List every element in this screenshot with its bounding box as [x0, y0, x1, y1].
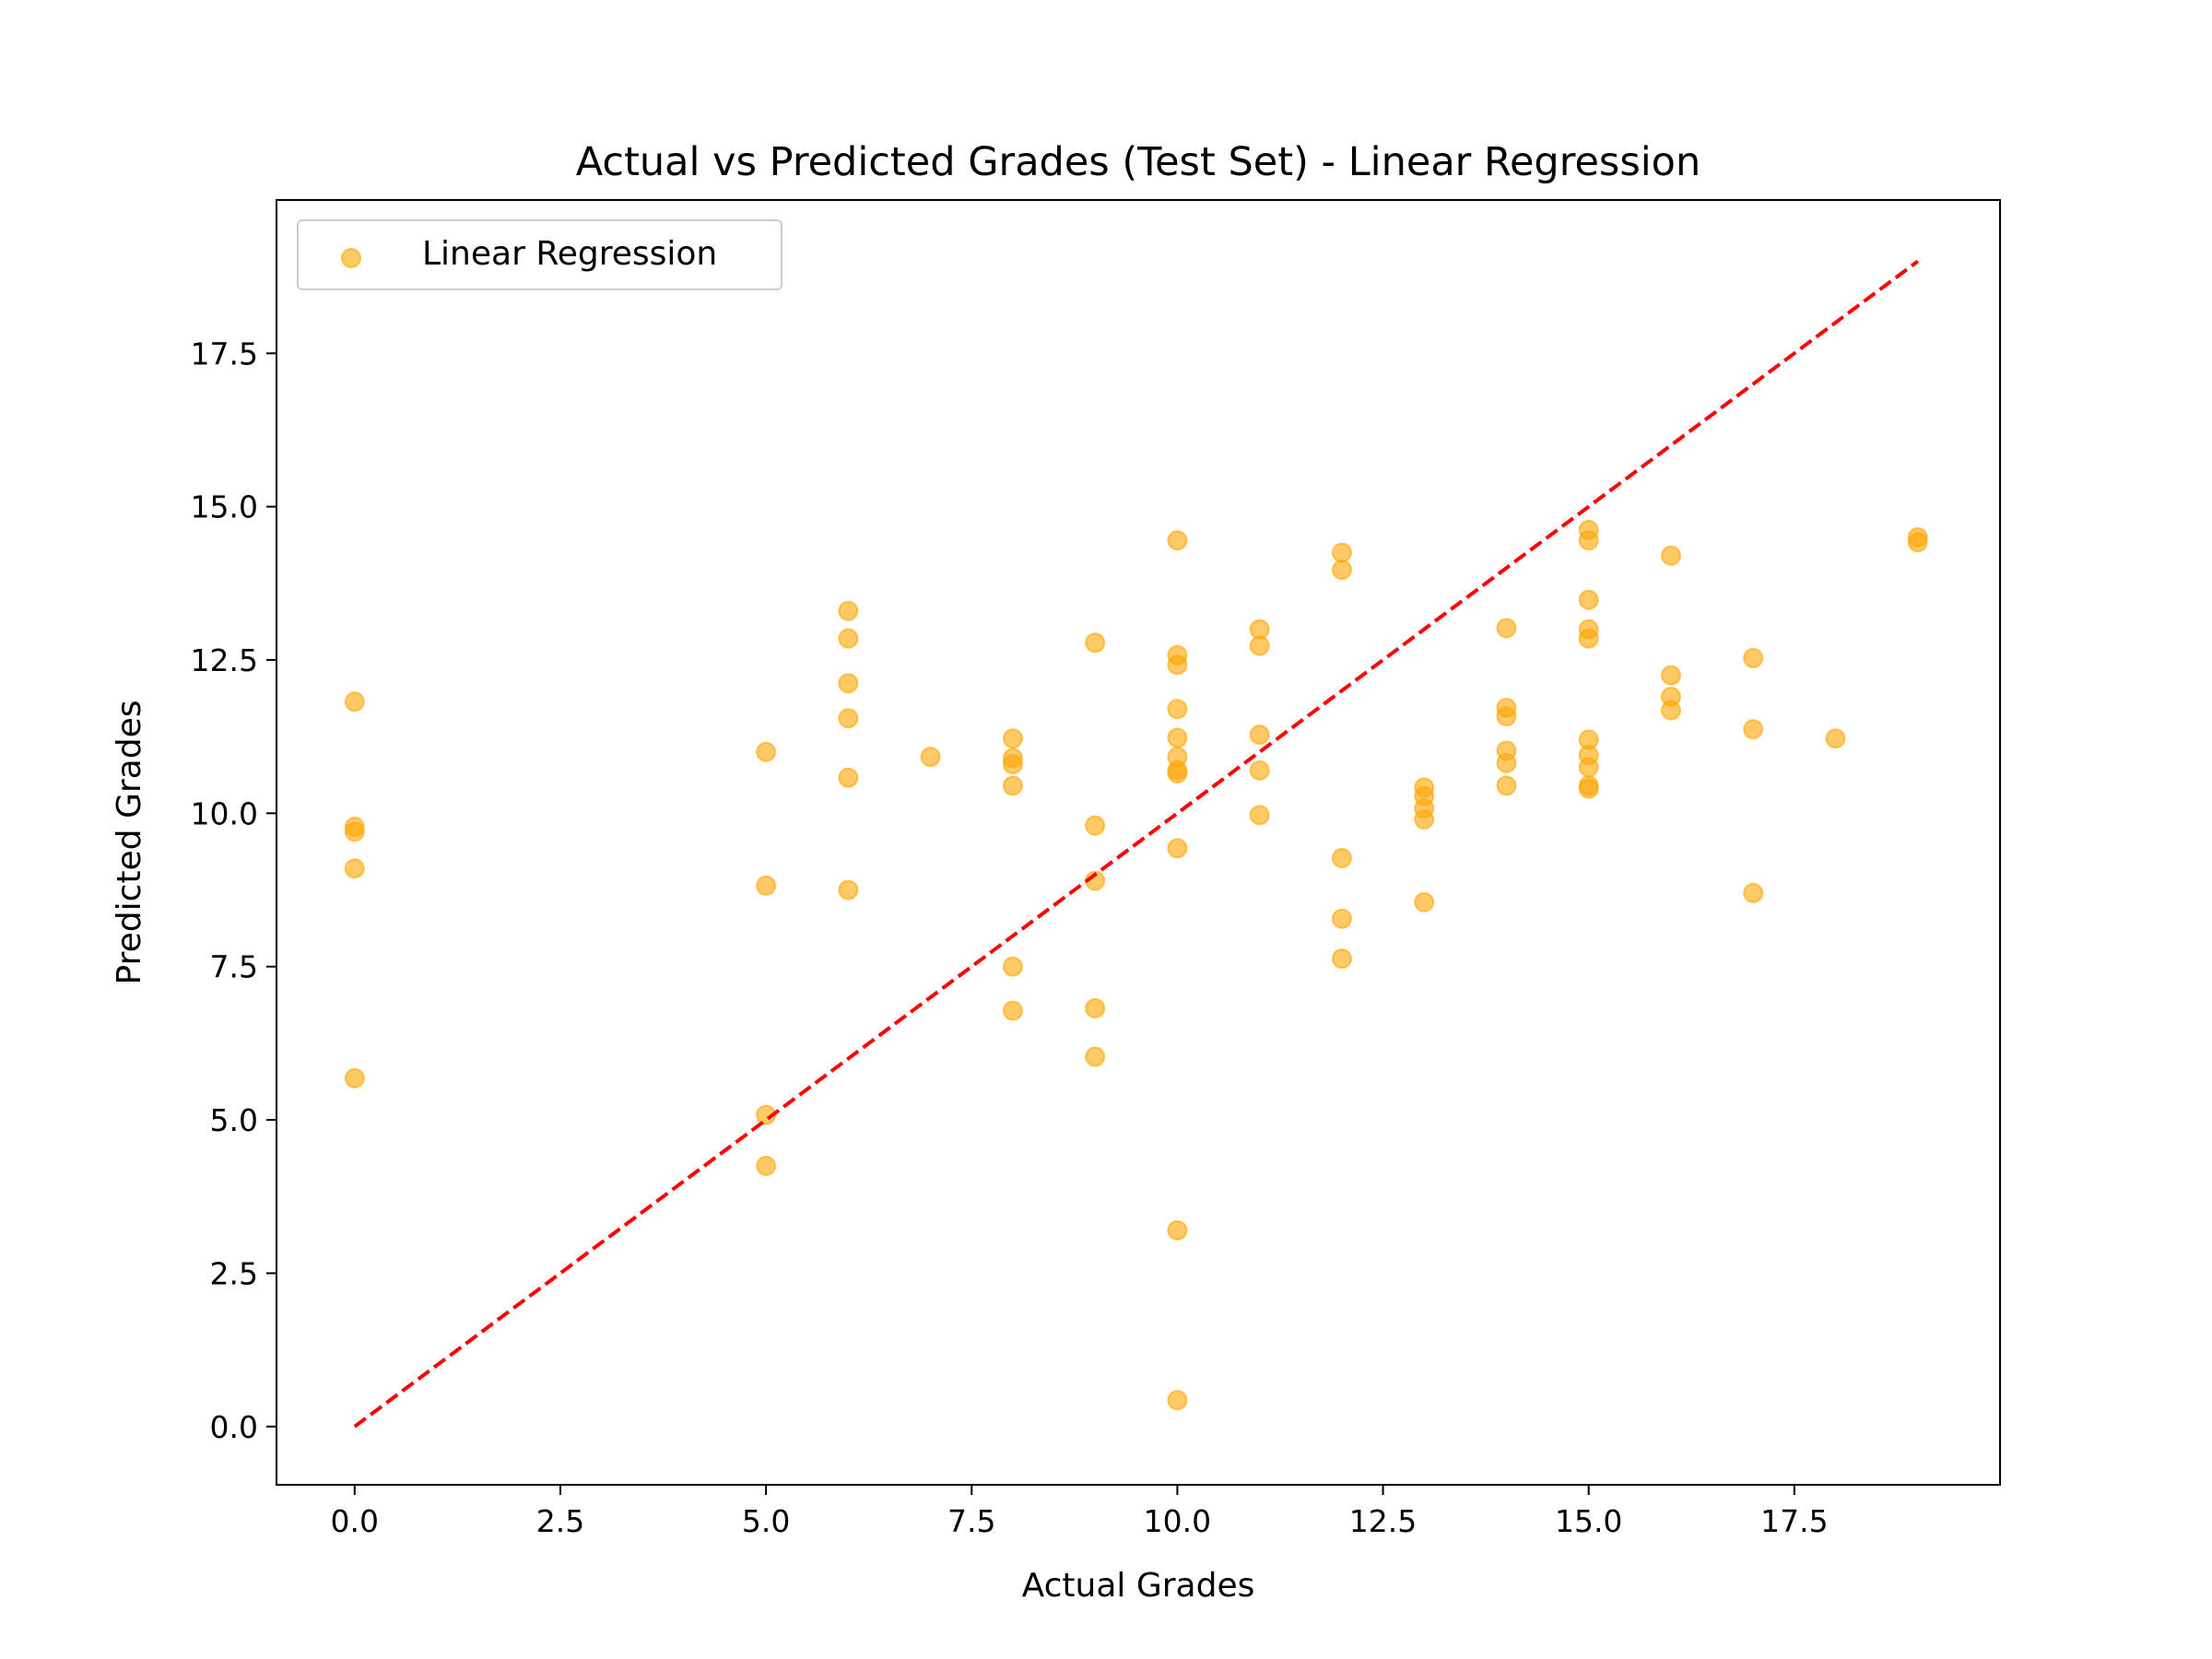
scatter-point — [838, 879, 859, 900]
scatter-point — [1414, 809, 1435, 830]
x-tick-label: 5.0 — [742, 1503, 790, 1539]
x-axis-title: Actual Grades — [1022, 1567, 1255, 1605]
axes-frame — [276, 199, 2001, 1486]
y-axis: 0.0 2.5 5.0 7.5 10.0 12.5 15.0 17.5 — [191, 335, 276, 1445]
scatter-point — [838, 628, 859, 649]
scatter-point — [1002, 728, 1023, 749]
scatter-point — [1002, 1000, 1023, 1021]
scatter-point — [1167, 838, 1188, 859]
y-tick-label: 2.5 — [210, 1255, 258, 1291]
scatter-point — [756, 741, 777, 762]
x-tick-label: 2.5 — [536, 1503, 584, 1539]
scatter-point — [344, 1067, 365, 1088]
scatter-point — [1002, 754, 1023, 775]
scatter-point — [1578, 778, 1599, 799]
scatter-point — [838, 767, 859, 788]
scatter-point — [1167, 1219, 1188, 1241]
scatter-point — [1167, 727, 1188, 748]
scatter-point — [1578, 757, 1599, 778]
plot-area — [344, 259, 1928, 1429]
scatter-point — [1907, 532, 1928, 553]
scatter-point — [1660, 545, 1681, 566]
scatter-point — [1167, 530, 1188, 551]
y-tick-label: 10.0 — [191, 795, 258, 831]
legend-label: Linear Regression — [422, 235, 717, 273]
scatter-point — [1660, 665, 1681, 686]
scatter-point — [1249, 805, 1270, 826]
x-tick-label: 15.0 — [1555, 1503, 1622, 1539]
chart-title: Actual vs Predicted Grades (Test Set) - … — [576, 139, 1700, 185]
scatter-point — [1249, 724, 1270, 746]
scatter-point — [920, 747, 941, 768]
scatter-point — [344, 821, 365, 842]
scatter-point — [1496, 706, 1517, 727]
scatter-point — [1331, 542, 1352, 563]
x-tick-label: 7.5 — [947, 1503, 995, 1539]
scatter-point — [1167, 699, 1188, 720]
reference-line — [353, 259, 1919, 1429]
scatter-point — [1002, 956, 1023, 977]
y-tick-label: 5.0 — [210, 1102, 258, 1138]
scatter-point — [1002, 775, 1023, 796]
scatter-point — [1578, 530, 1599, 551]
x-tick-label: 17.5 — [1760, 1503, 1828, 1539]
scatter-point — [838, 708, 859, 729]
scatter-point — [1496, 775, 1517, 796]
x-tick-label: 10.0 — [1144, 1503, 1211, 1539]
scatter-point — [1249, 759, 1270, 781]
x-tick-label: 12.5 — [1349, 1503, 1417, 1539]
scatter-point — [1743, 882, 1764, 903]
scatter-point — [1167, 763, 1188, 784]
scatter-point — [1085, 632, 1106, 653]
legend: Linear Regression — [297, 219, 782, 290]
scatter-point — [1167, 654, 1188, 676]
x-axis: 0.0 2.5 5.0 7.5 10.0 12.5 15.0 17.5 — [331, 1485, 1829, 1539]
scatter-point — [1660, 700, 1681, 721]
scatter-point — [344, 691, 365, 712]
scatter-point — [1414, 891, 1435, 912]
scatter-point — [1085, 1046, 1106, 1067]
y-tick-label: 17.5 — [191, 335, 258, 371]
scatter-point — [1331, 908, 1352, 929]
scatter-point — [1825, 728, 1846, 749]
scatter-point — [1578, 628, 1599, 649]
scatter-point — [1331, 847, 1352, 868]
scatter-point — [1085, 815, 1106, 836]
scatter-point — [1331, 948, 1352, 970]
scatter-point — [1743, 648, 1764, 669]
scatter-point — [1249, 635, 1270, 656]
scatter-point — [1578, 589, 1599, 610]
scatter-point — [1085, 997, 1106, 1018]
y-tick-label: 7.5 — [210, 949, 258, 985]
y-tick-label: 12.5 — [191, 642, 258, 678]
legend-marker — [341, 248, 361, 268]
scatter-point — [1496, 752, 1517, 773]
scatter-point — [838, 673, 859, 694]
scatter-point — [1331, 559, 1352, 581]
scatter-point — [756, 875, 777, 896]
y-tick-label: 15.0 — [191, 489, 258, 525]
x-tick-label: 0.0 — [331, 1503, 379, 1539]
scatter-point — [1167, 1390, 1188, 1411]
scatter-point — [1743, 719, 1764, 740]
y-tick-label: 0.0 — [210, 1409, 258, 1445]
scatter-point — [756, 1155, 777, 1176]
scatter-point — [838, 600, 859, 621]
scatter-point — [1496, 618, 1517, 639]
y-axis-title: Predicted Grades — [111, 700, 148, 985]
legend-box — [297, 219, 782, 290]
scatter-point — [344, 858, 365, 879]
